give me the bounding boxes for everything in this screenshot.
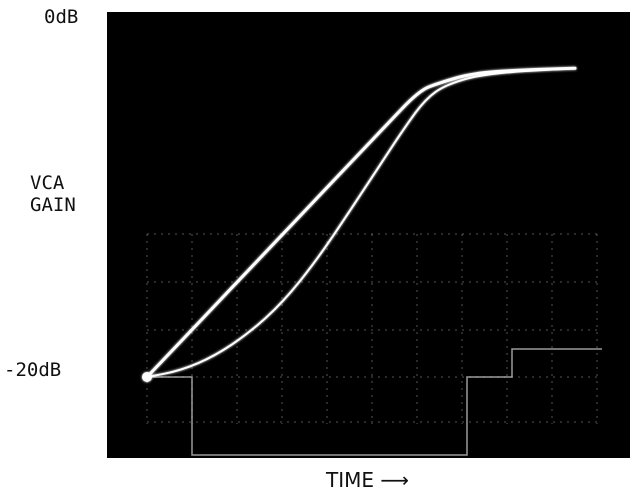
square-wave-path bbox=[147, 348, 602, 456]
reference-square-wave bbox=[147, 348, 602, 456]
trace-start-spot bbox=[142, 372, 152, 382]
oscilloscope-screen bbox=[107, 12, 630, 458]
y-tick-minus20db: -20dB bbox=[4, 359, 62, 381]
x-axis-label: TIME ⟶ bbox=[326, 468, 410, 492]
graticule bbox=[146, 233, 602, 424]
gain-trace-2 bbox=[146, 67, 576, 378]
y-tick-0db: 0dB bbox=[44, 6, 79, 28]
screen-background bbox=[107, 12, 630, 458]
gain-trace-1 bbox=[145, 66, 577, 379]
gain-traces bbox=[142, 66, 577, 382]
y-axis-label: VCA GAIN bbox=[30, 172, 76, 216]
